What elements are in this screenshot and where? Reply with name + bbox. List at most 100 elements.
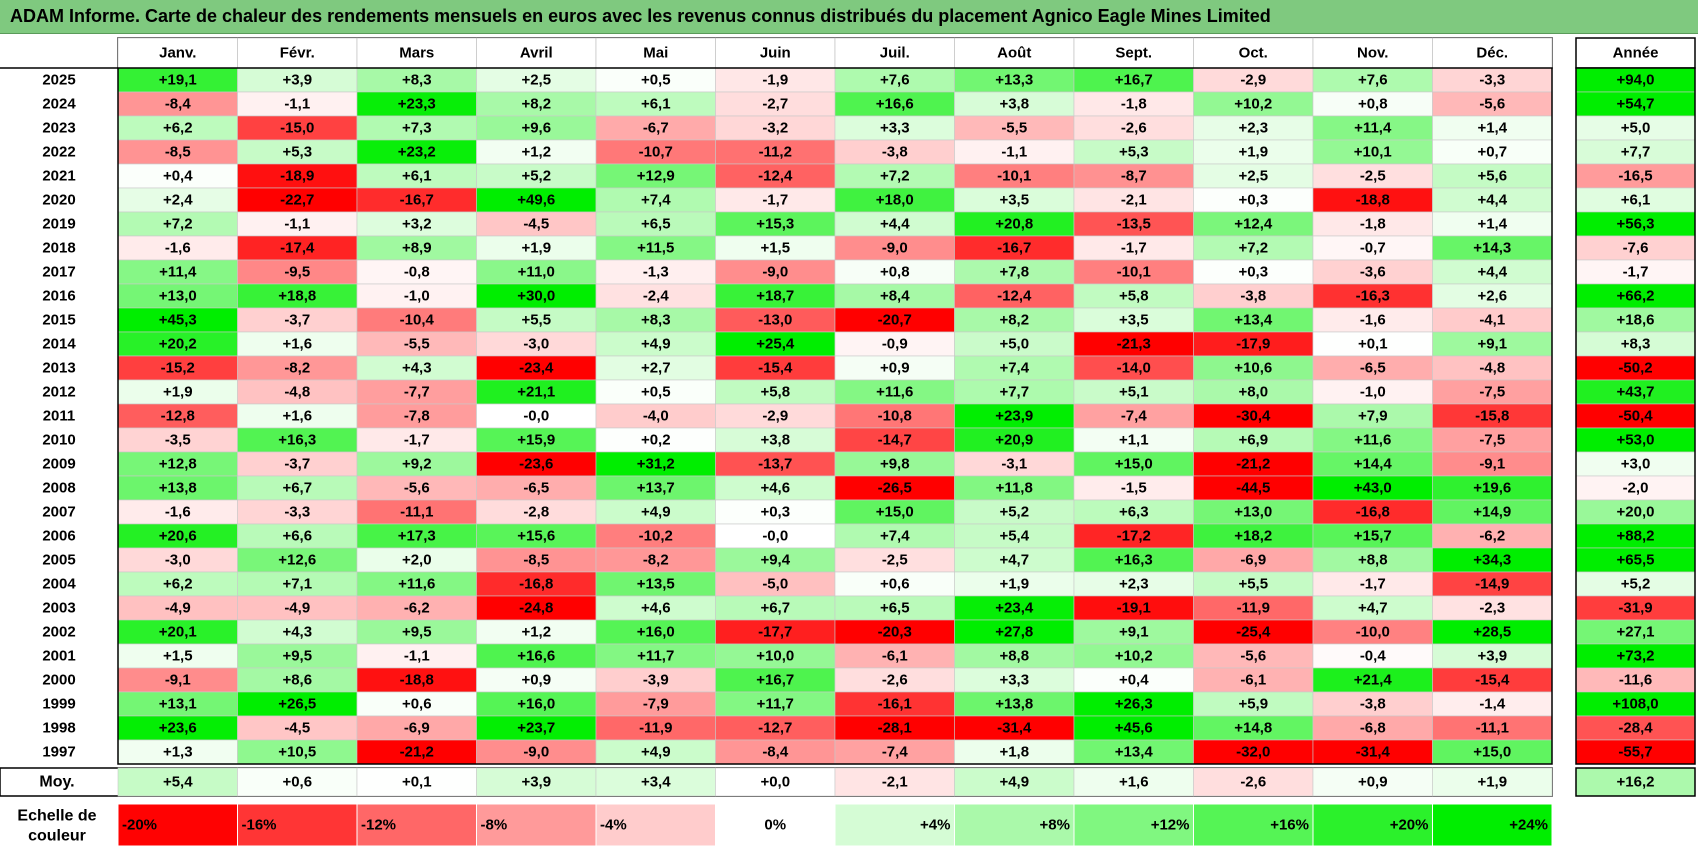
cell-value: +23,3	[398, 96, 436, 113]
year-total-value: +53,0	[1617, 432, 1655, 449]
cell-value: +13,7	[637, 480, 675, 497]
average-label: Moy.	[39, 774, 74, 791]
cell-value: -3,8	[1360, 696, 1386, 713]
cell-value: -11,2	[759, 144, 792, 161]
cell-value: +1,6	[282, 408, 312, 425]
cell-value: +1,9	[521, 240, 551, 257]
scale-step-label: -4%	[600, 817, 627, 834]
cell-value: -4,0	[643, 408, 669, 425]
cell-value: -11,9	[639, 720, 672, 737]
row-year-label: 2023	[42, 120, 75, 137]
row-year-label: 2005	[42, 552, 75, 569]
cell-value: -2,8	[523, 504, 549, 521]
cell-value: -15,4	[1475, 672, 1510, 689]
row-year-label: 2012	[42, 384, 75, 401]
cell-value: -10,8	[878, 408, 912, 425]
cell-value: +27,8	[995, 624, 1033, 641]
cell-value: -25,4	[1236, 624, 1271, 641]
cell-value: +7,2	[880, 168, 910, 185]
cell-value: +10,2	[1234, 96, 1272, 113]
cell-value: +1,4	[1477, 120, 1507, 137]
cell-value: +15,9	[517, 432, 555, 449]
cell-value: -2,9	[1240, 72, 1266, 89]
cell-value: +5,0	[999, 336, 1029, 353]
cell-value: +1,2	[521, 144, 551, 161]
cell-value: -6,7	[643, 120, 669, 137]
cell-value: -3,3	[1479, 72, 1505, 89]
cell-value: -9,0	[882, 240, 908, 257]
row-year-label: 2018	[42, 240, 75, 257]
cell-value: -1,8	[1360, 216, 1386, 233]
year-total-value: +8,3	[1621, 336, 1651, 353]
year-total-value: +43,7	[1617, 384, 1655, 401]
cell-value: +0,8	[880, 264, 910, 281]
cell-value: +7,1	[282, 576, 312, 593]
cell-value: +0,1	[1358, 336, 1388, 353]
cell-value: +7,2	[163, 216, 193, 233]
average-year-value: +16,2	[1617, 774, 1655, 791]
cell-value: -3,3	[284, 504, 310, 521]
cell-value: +11,7	[757, 696, 794, 713]
row-year-label: 2010	[42, 432, 75, 449]
cell-value: +10,2	[1115, 648, 1153, 665]
cell-value: +28,5	[1473, 624, 1511, 641]
cell-value: +0,7	[1477, 144, 1507, 161]
cell-value: +1,9	[163, 384, 193, 401]
cell-value: -0,0	[762, 528, 788, 545]
cell-value: -6,9	[404, 720, 430, 737]
scale-step-label: 0%	[764, 817, 786, 834]
scale-step-label: -8%	[481, 817, 508, 834]
year-total-value: -50,2	[1618, 360, 1652, 377]
cell-value: -13,0	[758, 312, 792, 329]
cell-value: +45,3	[159, 312, 197, 329]
row-year-label: 2021	[42, 168, 75, 185]
cell-value: +2,6	[1477, 288, 1507, 305]
year-total-value: -2,0	[1623, 480, 1649, 497]
cell-value: +26,3	[1115, 696, 1153, 713]
cell-value: -1,9	[762, 72, 788, 89]
year-total-value: +66,2	[1617, 288, 1655, 305]
year-total-value: +5,2	[1621, 576, 1651, 593]
cell-value: -6,2	[1479, 528, 1505, 545]
cell-value: +15,6	[517, 528, 555, 545]
year-total-value: +54,7	[1617, 96, 1655, 113]
cell-value: -1,6	[165, 240, 191, 257]
year-total-value: +7,7	[1621, 144, 1651, 161]
cell-value: +6,1	[641, 96, 671, 113]
cell-value: -3,2	[762, 120, 788, 137]
scale-step-label: -16%	[242, 817, 277, 834]
cell-value: -24,8	[519, 600, 553, 617]
cell-value: -16,8	[519, 576, 553, 593]
cell-value: +4,7	[999, 552, 1029, 569]
cell-value: +4,4	[880, 216, 910, 233]
cell-value: -8,2	[284, 360, 310, 377]
cell-value: +1,4	[1477, 216, 1507, 233]
cell-value: +16,6	[876, 96, 914, 113]
cell-value: +45,6	[1115, 720, 1153, 737]
average-value: +0,9	[1358, 774, 1388, 791]
year-total-value: -28,4	[1618, 720, 1653, 737]
year-total-value: -1,7	[1623, 264, 1649, 281]
cell-value: -1,4	[1479, 696, 1506, 713]
cell-value: +49,6	[517, 192, 555, 209]
month-header: Mai	[643, 45, 668, 62]
month-header: Déc.	[1476, 45, 1508, 62]
cell-value: -2,7	[762, 96, 788, 113]
cell-value: -17,9	[1236, 336, 1270, 353]
cell-value: -11,9	[1237, 600, 1270, 617]
cell-value: -30,4	[1236, 408, 1271, 425]
cell-value: -7,8	[404, 408, 430, 425]
cell-value: +34,3	[1473, 552, 1511, 569]
cell-value: -0,9	[882, 336, 908, 353]
cell-value: +0,3	[1238, 192, 1268, 209]
row-year-label: 2025	[42, 72, 75, 89]
cell-value: +7,8	[999, 264, 1029, 281]
cell-value: +6,7	[282, 480, 312, 497]
cell-value: -31,4	[997, 720, 1032, 737]
cell-value: +0,5	[641, 384, 671, 401]
row-year-label: 2006	[42, 528, 75, 545]
cell-value: -0,4	[1360, 648, 1387, 665]
cell-value: -44,5	[1236, 480, 1270, 497]
month-header: Janv.	[159, 45, 196, 62]
